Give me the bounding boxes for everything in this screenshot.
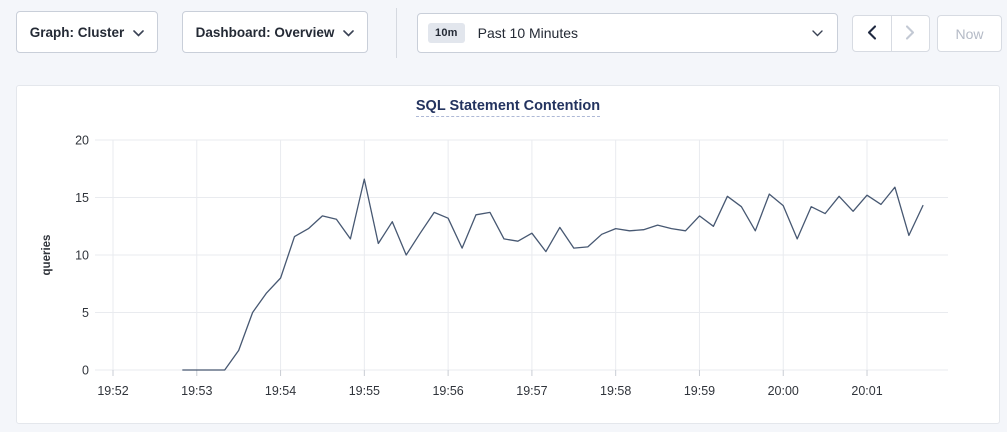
time-range-label: Past 10 Minutes [477,25,579,41]
x-tick-label: 19:53 [181,384,212,398]
x-tick-label: 19:58 [600,384,631,398]
x-tick-label: 20:01 [851,384,882,398]
x-tick-label: 19:55 [349,384,380,398]
x-tick-label: 19:57 [516,384,547,398]
toolbar-divider [396,8,397,58]
time-window-badge: 10m [428,23,465,43]
x-tick-label: 20:00 [768,384,799,398]
y-tick-label: 15 [75,191,89,205]
x-tick-label: 19:52 [97,384,128,398]
graph-scope-dropdown[interactable]: Graph: Cluster [16,11,158,53]
time-shift-button-group [852,15,930,52]
y-tick-label: 10 [75,249,89,263]
y-axis-title: queries [41,235,53,276]
time-range-select[interactable]: 10m Past 10 Minutes [417,13,838,53]
chevron-down-icon [133,25,145,40]
x-tick-label: 19:54 [265,384,296,398]
chart-title[interactable]: SQL Statement Contention [415,98,601,117]
time-now-button-label: Now [955,25,984,42]
dashboard-dropdown-label: Dashboard: Overview [195,24,335,40]
contention-chart[interactable]: 0 5 10 15 20 19:52 19:53 19:54 19:55 19:56 19:57 19… [17,86,1001,424]
chevron-down-icon [812,24,823,42]
y-tick-label: 5 [82,306,89,320]
time-now-button[interactable]: Now [937,15,1002,52]
y-tick-label: 0 [82,364,89,378]
dashboard-dropdown[interactable]: Dashboard: Overview [182,11,368,53]
x-tick-label: 19:59 [684,384,715,398]
time-shift-next-button[interactable] [890,16,930,51]
toolbar: Graph: Cluster Dashboard: Overview 10m P… [0,0,1007,66]
y-tick-label: 20 [75,134,89,148]
time-shift-prev-button[interactable] [853,16,891,51]
chevron-left-icon [867,24,877,43]
graph-scope-dropdown-label: Graph: Cluster [29,24,125,40]
chart-card: 0 5 10 15 20 19:52 19:53 19:54 19:55 19:56 19:57 19… [16,85,1000,424]
chevron-right-icon [905,24,915,43]
x-tick-label: 19:56 [432,384,463,398]
series-line [182,178,924,371]
chart-title-row: SQL Statement Contention [17,97,999,117]
chevron-down-icon [343,25,355,40]
